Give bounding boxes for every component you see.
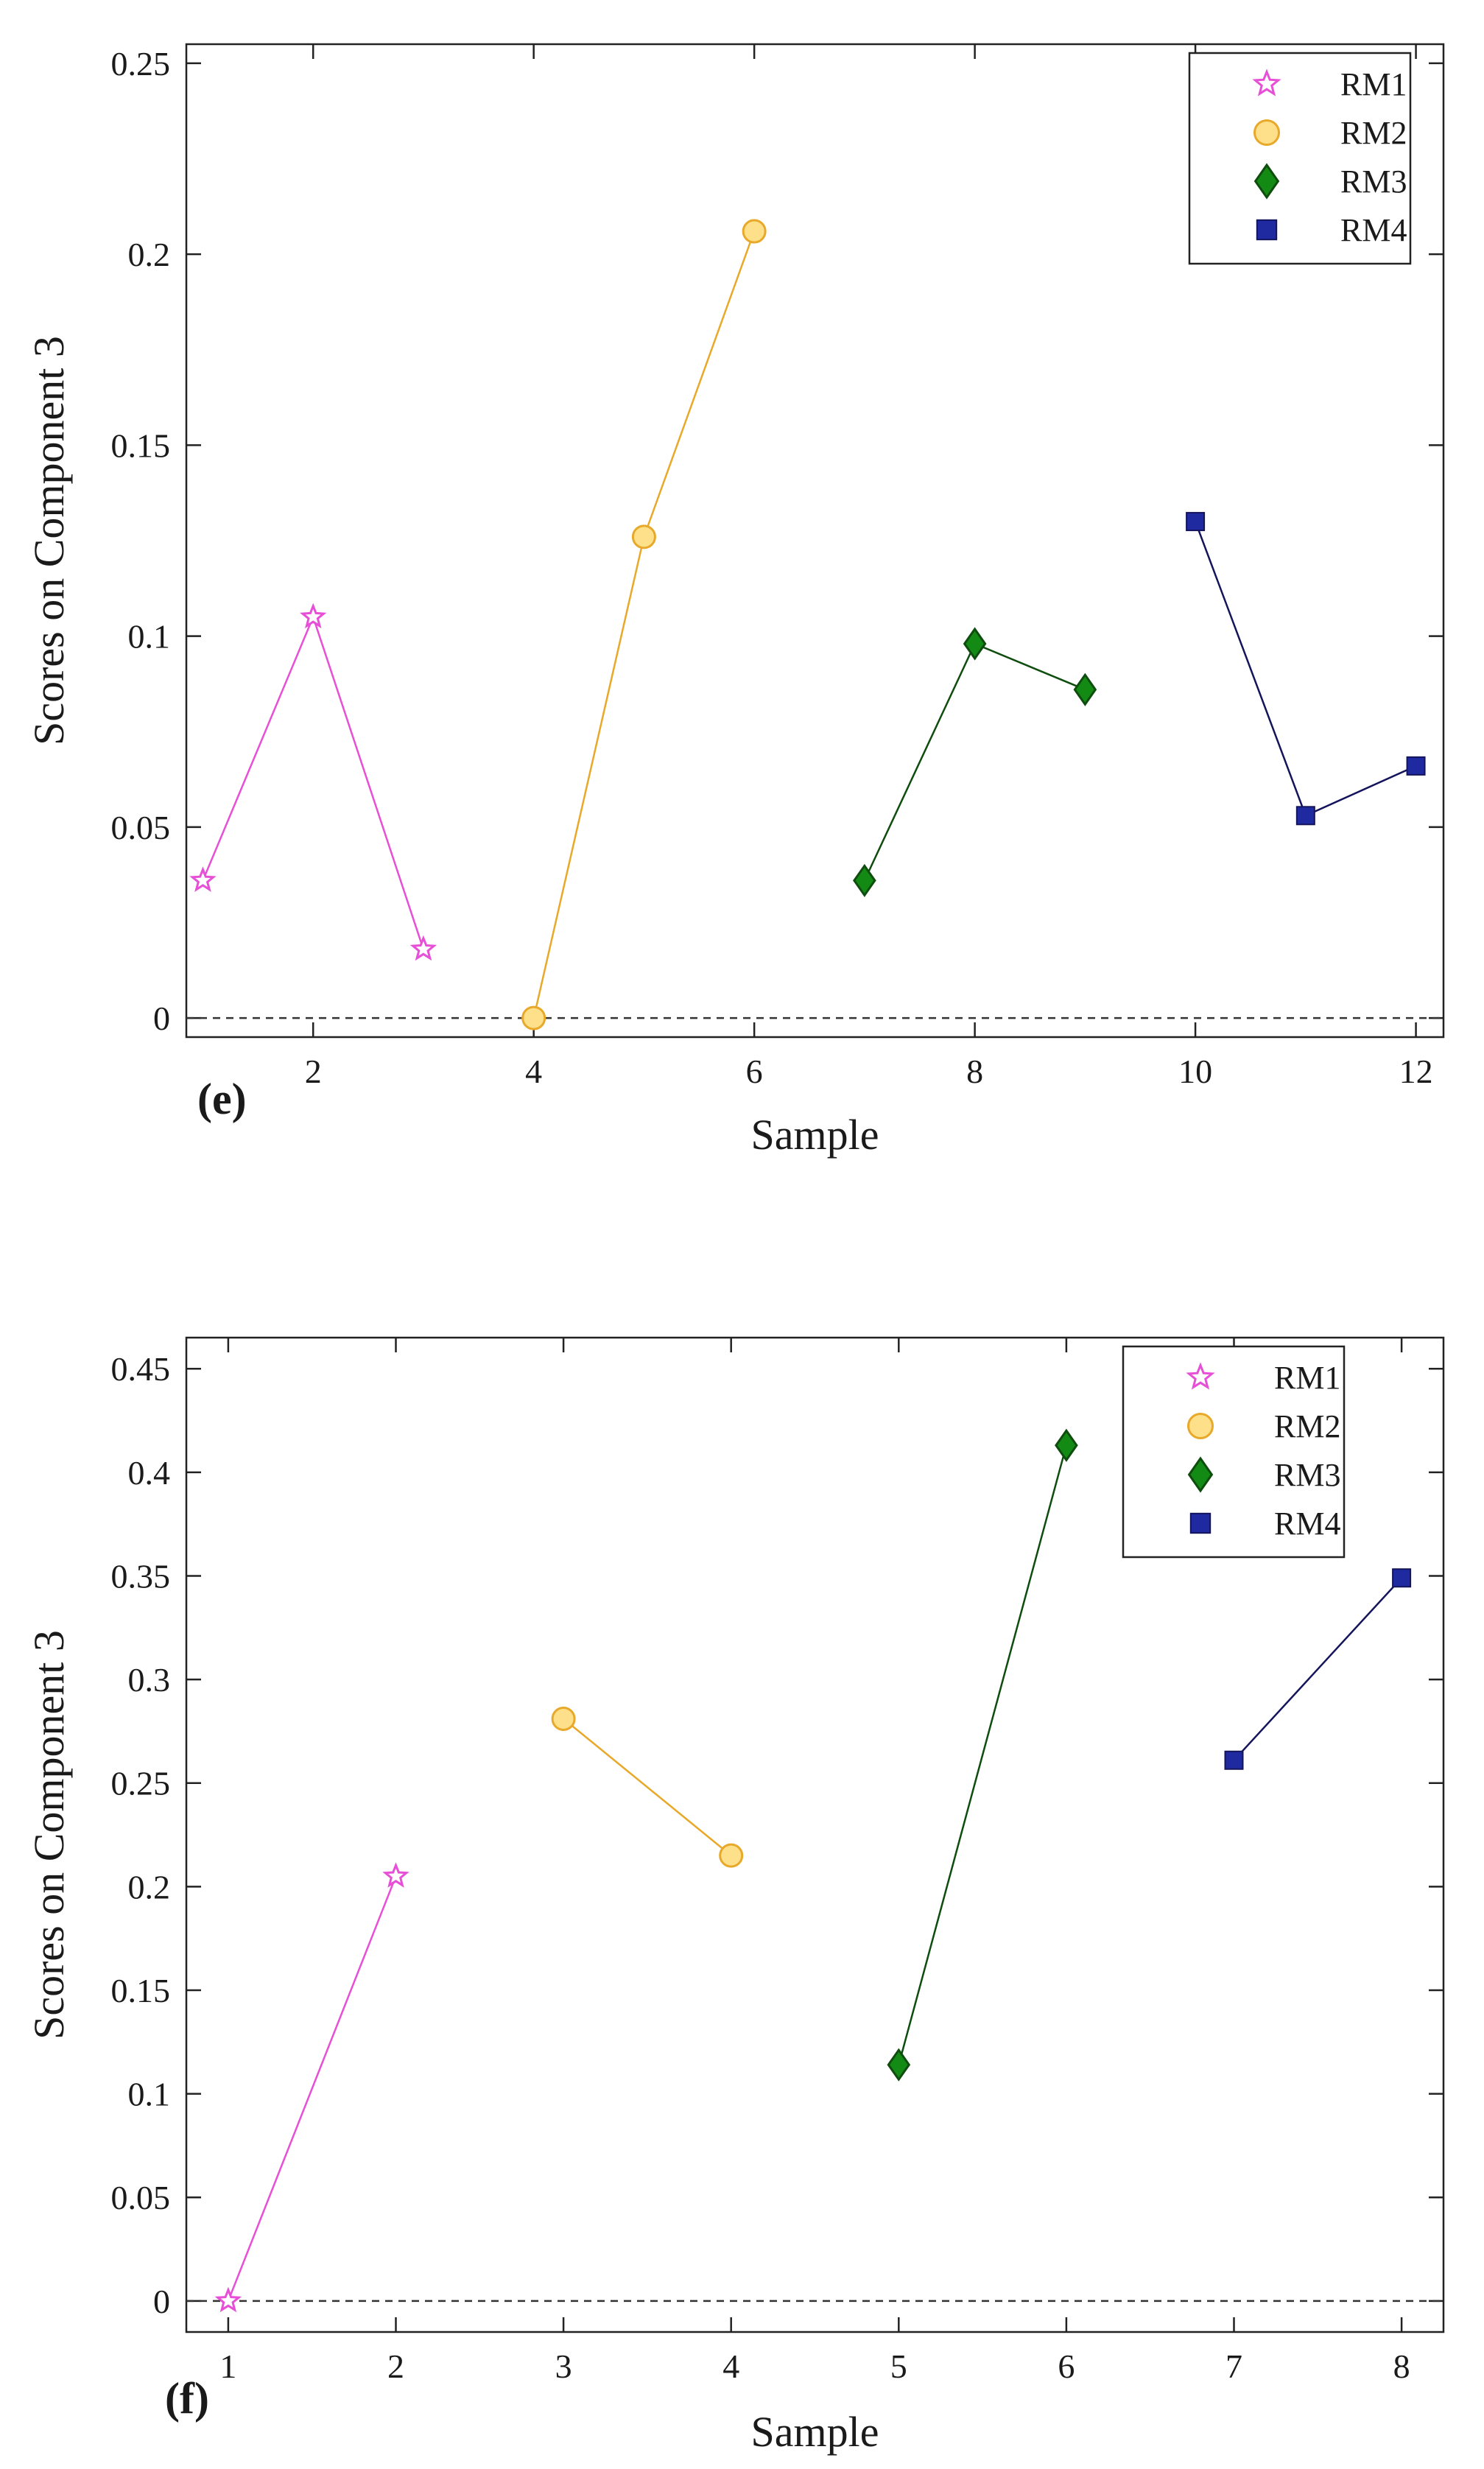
data-point-rm1 [409, 935, 437, 961]
panel-label: (e) [197, 1075, 247, 1123]
x-tick-label: 2 [387, 2347, 404, 2385]
y-tick-label: 0.45 [111, 1350, 171, 1388]
data-point-rm1 [299, 603, 327, 629]
legend-marker-rm4 [1256, 219, 1278, 241]
series-line-rm4 [1233, 1577, 1403, 1761]
x-tick-label: 6 [746, 1053, 763, 1090]
data-point-rm2 [719, 1843, 744, 1868]
x-tick-label: 5 [890, 2347, 907, 2385]
legend-marker-rm1 [1186, 1362, 1215, 1390]
data-point-rm4 [1224, 1750, 1244, 1770]
series-line-rm2 [532, 231, 756, 1019]
x-tick-label: 4 [525, 1053, 542, 1090]
series-rm1 [214, 1862, 409, 2313]
x-tick-label: 12 [1399, 1053, 1433, 1090]
y-axis-title: Scores on Component 3 [25, 1630, 73, 2040]
legend-box [1188, 52, 1412, 265]
legend-marker-rm4 [1189, 1512, 1212, 1534]
legend-marker-rm3 [1253, 163, 1280, 200]
legend-marker-rm1 [1252, 69, 1281, 96]
data-point-rm1 [214, 2286, 242, 2313]
series-line-rm3 [863, 642, 1086, 881]
series-line-rm1 [202, 614, 425, 950]
y-tick-label: 0 [153, 2283, 170, 2320]
series-line-rm3 [898, 1444, 1068, 2065]
series-rm2 [521, 219, 767, 1030]
legend-label-rm2: RM2 [1274, 1408, 1340, 1444]
data-point-rm4 [1186, 512, 1206, 532]
data-point-rm3 [1073, 672, 1097, 706]
y-tick-label: 0.15 [111, 1972, 171, 2009]
plot-frame [185, 43, 1445, 1039]
y-tick-label: 0.3 [128, 1661, 171, 1699]
y-tick-label: 0.1 [128, 618, 171, 656]
data-point-rm1 [382, 1862, 409, 1888]
legend-marker-rm3 [1187, 1456, 1214, 1493]
data-point-rm4 [1392, 1568, 1412, 1588]
data-point-rm2 [521, 1005, 546, 1030]
x-tick-label: 10 [1178, 1053, 1212, 1090]
y-tick-label: 0.35 [111, 1557, 171, 1595]
y-tick-label: 0.1 [128, 2076, 171, 2113]
chart-e-svg: 2 4 6 8 10 12 0 0.05 0.1 0.15 0.2 0.25 RM1 RM2 RM3 RM4 S… [25, 43, 1445, 1159]
panel-label: (f) [165, 2374, 209, 2423]
y-tick-label: 0.05 [111, 2179, 171, 2216]
x-tick-label: 8 [966, 1053, 983, 1090]
series-line-rm4 [1194, 521, 1417, 817]
y-tick-label: 0.25 [111, 45, 171, 82]
chart-f-svg: 1 2 3 4 5 6 7 8 0 0.05 0.1 0.15 0.2 0.25 0.3 0.35 0.4 0.4… [25, 1336, 1445, 2456]
chart-panel-f: 1 2 3 4 5 6 7 8 0 0.05 0.1 0.15 0.2 0.25 0.3 0.35 0.4 0.4… [0, 1234, 1484, 2469]
y-tick-label: 0 [153, 1000, 170, 1037]
legend-label-rm4: RM4 [1340, 212, 1407, 248]
data-point-rm1 [189, 866, 217, 892]
series-rm3 [887, 1428, 1078, 2082]
data-point-rm3 [963, 627, 987, 661]
series-line-rm1 [227, 1875, 397, 2302]
data-point-rm2 [742, 219, 767, 244]
legend-label-rm3: RM3 [1340, 164, 1407, 200]
legend-label-rm1: RM1 [1340, 66, 1407, 102]
y-tick-label: 0.2 [128, 236, 171, 273]
y-tick-label: 0.05 [111, 809, 171, 846]
data-point-rm3 [887, 2048, 911, 2082]
x-tick-label: 6 [1058, 2347, 1075, 2385]
legend-marker-rm2 [1187, 1413, 1214, 1439]
legend-label-rm4: RM4 [1274, 1506, 1340, 1542]
y-tick-label: 0.2 [128, 1868, 171, 1906]
plot-frame [185, 1336, 1445, 2333]
legend-marker-rm2 [1253, 119, 1280, 146]
legend-box [1122, 1345, 1346, 1559]
data-point-rm3 [853, 863, 876, 898]
x-tick-label: 1 [219, 2347, 236, 2385]
y-tick-label: 0.4 [128, 1454, 171, 1492]
series-rm2 [551, 1707, 744, 1868]
series-rm4 [1224, 1568, 1412, 1770]
y-axis-title: Scores on Component 3 [25, 336, 73, 745]
x-axis-title: Sample [751, 1111, 879, 1159]
y-tick-label: 0.15 [111, 426, 171, 464]
x-axis-title: Sample [751, 2408, 879, 2456]
x-tick-label: 2 [305, 1053, 322, 1090]
x-tick-label: 3 [555, 2347, 572, 2385]
chart-panel-e: 2 4 6 8 10 12 0 0.05 0.1 0.15 0.2 0.25 RM1 RM2 RM3 RM4 S… [0, 0, 1484, 1234]
series-line-rm2 [563, 1718, 732, 1857]
data-point-rm2 [631, 524, 656, 549]
x-tick-label: 8 [1393, 2347, 1410, 2385]
y-tick-label: 0.25 [111, 1765, 171, 1802]
legend-label-rm3: RM3 [1274, 1457, 1340, 1493]
data-point-rm2 [551, 1707, 576, 1731]
data-point-rm3 [1055, 1428, 1078, 1462]
series-rm1 [189, 603, 437, 961]
x-tick-label: 4 [722, 2347, 739, 2385]
data-point-rm4 [1406, 756, 1426, 776]
legend-label-rm2: RM2 [1340, 115, 1407, 151]
series-rm3 [853, 627, 1097, 898]
data-point-rm4 [1295, 806, 1315, 826]
series-rm4 [1186, 512, 1426, 826]
legend-label-rm1: RM1 [1274, 1360, 1340, 1396]
x-tick-label: 7 [1225, 2347, 1242, 2385]
